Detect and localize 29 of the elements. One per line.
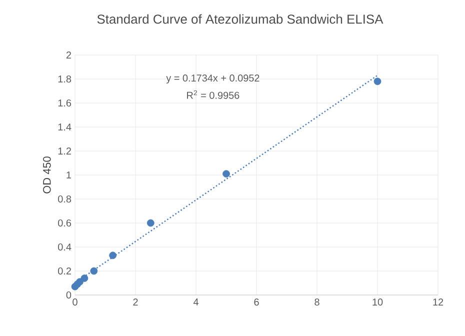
- x-tick-label: 12: [433, 298, 444, 306]
- y-tick-label: 1.4: [58, 124, 72, 130]
- y-tick-label: 2: [66, 52, 71, 58]
- x-tick-label: 6: [254, 298, 259, 306]
- y-tick-label: 1: [66, 172, 72, 178]
- x-tick-label: 10: [372, 298, 383, 306]
- y-tick-label: 0: [66, 291, 72, 299]
- x-tick-label: 0: [72, 298, 78, 306]
- y-tick-label: 1.6: [58, 99, 72, 107]
- point: [146, 219, 154, 227]
- y-tick-label: 1.8: [58, 75, 72, 83]
- y-tick-label: 0.8: [58, 195, 72, 203]
- chart-title: Standard Curve of Atezolizumab Sandwich ELISA: [97, 14, 384, 24]
- y-tick-label: 0.4: [58, 243, 72, 251]
- x-tick-label: 4: [193, 298, 198, 306]
- annotation: R$^{2}$ = 0.9956: [187, 90, 240, 99]
- point: [222, 170, 230, 178]
- y-tick-label: 0.2: [58, 267, 71, 275]
- point: [76, 278, 84, 286]
- annotation: y = 0.1734x + 0.0952: [166, 74, 260, 84]
- y-tick-label: 0.6: [58, 219, 72, 227]
- point: [109, 252, 117, 260]
- x-tick-label: 2: [133, 298, 138, 306]
- point: [374, 78, 382, 86]
- x-tick-label: 8: [314, 298, 320, 306]
- point: [80, 274, 88, 282]
- y-axis-title: OD 450: [43, 156, 51, 194]
- y-tick-label: 1.2: [58, 148, 71, 154]
- point: [90, 267, 98, 275]
